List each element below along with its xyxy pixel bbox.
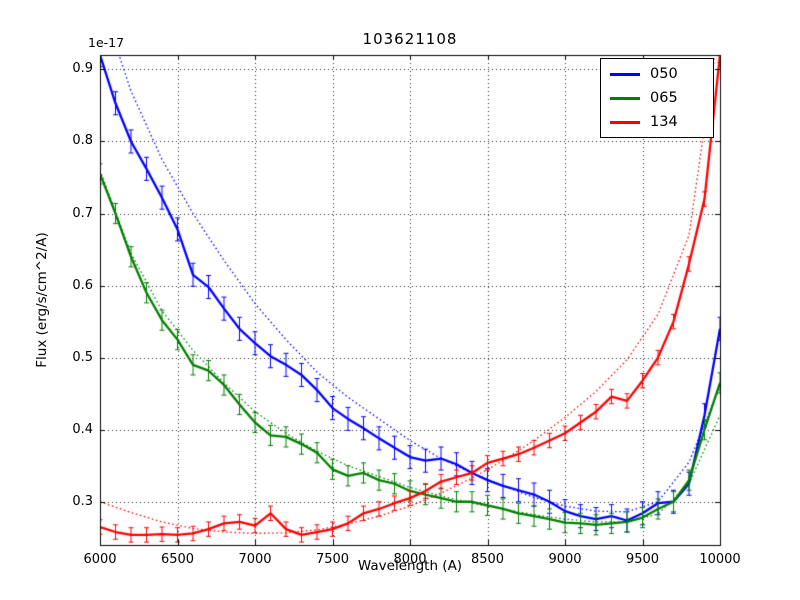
y-tick-label: 0.5 [72,349,93,365]
x-tick-label: 7000 [238,552,272,567]
legend-item: 050 [610,65,704,83]
legend-line-134-icon [610,120,640,124]
legend: 050 065 134 [600,58,714,138]
legend-item: 134 [610,113,704,131]
legend-label-065: 065 [650,90,678,106]
y-tick-label: 0.3 [72,493,93,509]
x-tick-label: 7500 [315,552,350,567]
y-axis-label: Flux (erg/s/cm^2/A) [34,232,50,368]
chart-title: 103621108 [362,30,458,48]
x-tick-label: 8500 [470,552,505,567]
legend-label-050: 050 [650,66,678,82]
y-tick-label: 0.8 [72,133,93,149]
y-tick-label: 0.4 [72,421,93,437]
y-tick-label: 0.6 [72,277,93,293]
legend-item: 065 [610,89,704,107]
legend-line-050-icon [610,72,640,76]
y-tick-label: 0.9 [72,61,93,77]
x-tick-label: 6000 [83,552,117,567]
x-axis-label: Wavelength (A) [357,558,463,574]
x-tick-label: 9500 [625,552,660,567]
y-tick-label: 0.7 [72,205,93,221]
x-tick-label: 9000 [548,552,582,567]
x-tick-label: 6500 [160,552,195,567]
legend-line-065-icon [610,96,640,100]
x-tick-label: 8000 [393,552,427,567]
x-tick-label: 10000 [699,552,741,567]
y-offset-label: 1e-17 [88,35,125,50]
legend-label-134: 134 [650,114,678,130]
